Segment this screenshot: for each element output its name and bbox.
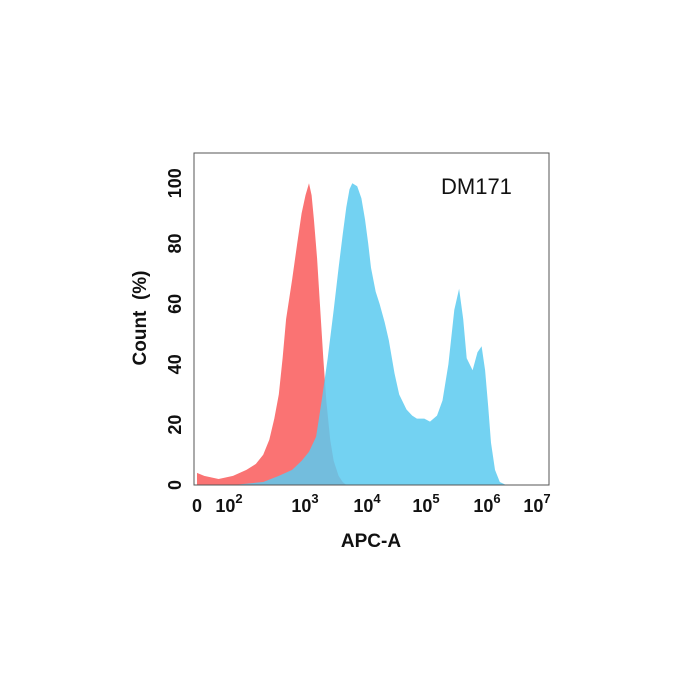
y-tick-label: 80	[165, 233, 185, 253]
y-tick-label: 40	[165, 354, 185, 374]
y-tick-label: 0	[165, 480, 185, 490]
y-axis-label: Count (%)	[130, 271, 151, 366]
x-axis-label: APC-A	[341, 531, 401, 552]
sample-annotation: DM171	[441, 174, 512, 199]
y-tick-label: 60	[165, 294, 185, 314]
x-tick-label: 102	[215, 491, 242, 516]
x-tick-label: 107	[523, 491, 550, 516]
x-tick-label: 105	[412, 491, 439, 516]
x-tick-label: 103	[291, 491, 318, 516]
plot-frame	[193, 152, 550, 486]
x-tick-layer: 0 102 103 104 105 106 107	[192, 491, 551, 516]
x-tick-label: 104	[353, 491, 381, 516]
histogram-series-2	[197, 183, 507, 485]
y-tick-layer: 0 20 40 60 80 100	[165, 168, 185, 490]
x-tick-label: 106	[473, 491, 500, 516]
x-tick-label: 0	[192, 496, 202, 516]
y-tick-label: 100	[165, 168, 185, 198]
y-tick-label: 20	[165, 415, 185, 435]
histogram-series-1	[197, 183, 347, 485]
series-layer	[197, 183, 507, 485]
